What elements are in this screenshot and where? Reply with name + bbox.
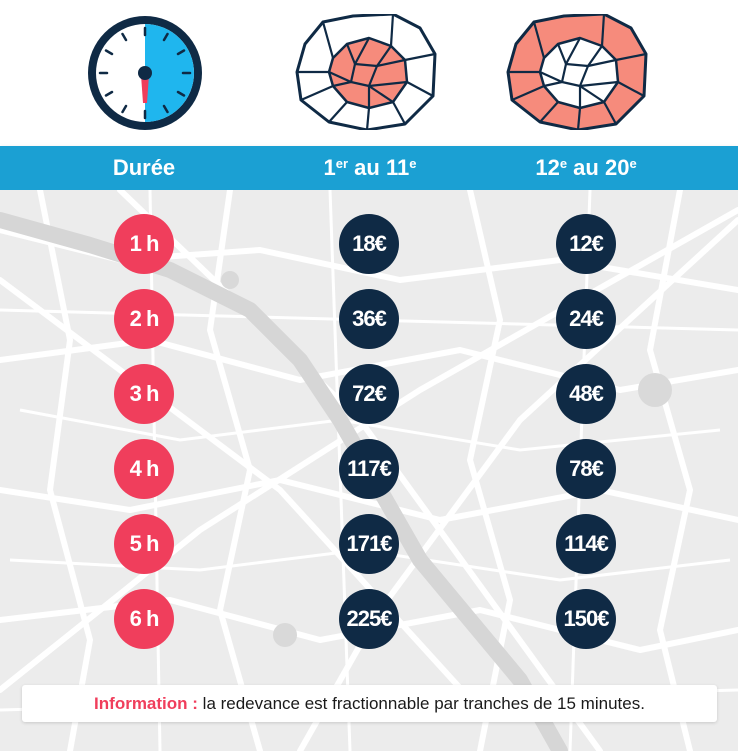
price-inner-badge: 117€ bbox=[339, 439, 399, 499]
clock-icon bbox=[88, 16, 202, 130]
header-duration: Durée bbox=[112, 155, 176, 180]
duration-badge: 5 h bbox=[114, 514, 174, 574]
price-outer-badge: 24€ bbox=[556, 289, 616, 349]
zone-outer-to-sup: e bbox=[629, 156, 637, 171]
icon-row bbox=[0, 0, 738, 146]
zone-inner-to: 11 bbox=[385, 155, 410, 180]
duration-badge: 4 h bbox=[114, 439, 174, 499]
price-outer-badge: 114€ bbox=[556, 514, 616, 574]
info-label: Information : bbox=[94, 694, 198, 713]
header-zone-outer: 12e au 20e bbox=[506, 146, 666, 190]
duration-badge: 1 h bbox=[114, 214, 174, 274]
zone-outer-to: 20 bbox=[604, 155, 630, 180]
duration-badge: 3 h bbox=[114, 364, 174, 424]
zone-inner-from-sup: er bbox=[335, 156, 349, 171]
zone-inner-mid: au bbox=[348, 155, 386, 180]
price-inner-badge: 72€ bbox=[339, 364, 399, 424]
price-outer-badge: 48€ bbox=[556, 364, 616, 424]
paris-inner-arrondissements-icon bbox=[295, 14, 437, 130]
duration-badge: 6 h bbox=[114, 589, 174, 649]
info-box: Information : la redevance est fractionn… bbox=[22, 685, 717, 722]
zone-inner-to-sup: e bbox=[409, 156, 417, 171]
zone-outer-from: 12 bbox=[535, 155, 560, 180]
duration-badge: 2 h bbox=[114, 289, 174, 349]
zone-inner-from: 1 bbox=[323, 155, 336, 180]
price-outer-badge: 78€ bbox=[556, 439, 616, 499]
price-outer-badge: 150€ bbox=[556, 589, 616, 649]
header-zone-inner: 1er au 11e bbox=[290, 146, 450, 190]
zone-outer-from-sup: e bbox=[559, 156, 568, 171]
price-inner-badge: 18€ bbox=[339, 214, 399, 274]
price-inner-badge: 225€ bbox=[339, 589, 399, 649]
price-inner-badge: 171€ bbox=[339, 514, 399, 574]
info-text: la redevance est fractionnable par tranc… bbox=[197, 694, 645, 713]
price-inner-badge: 36€ bbox=[339, 289, 399, 349]
zone-outer-mid: au bbox=[567, 155, 605, 180]
table-header: Durée 1er au 11e 12e au 20e bbox=[0, 146, 738, 190]
price-outer-badge: 12€ bbox=[556, 214, 616, 274]
paris-outer-arrondissements-icon bbox=[506, 14, 648, 130]
